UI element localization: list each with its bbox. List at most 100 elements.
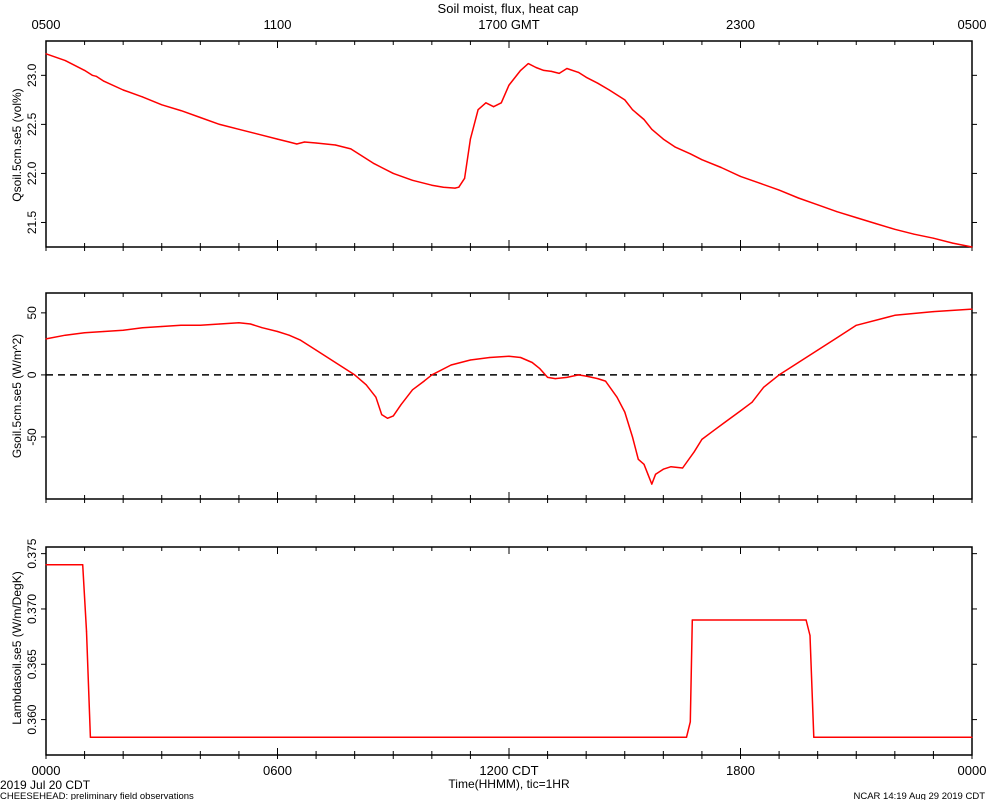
data-point — [585, 76, 587, 78]
data-point — [932, 237, 935, 239]
data-point — [894, 228, 896, 230]
data-point — [689, 721, 691, 723]
data-point — [161, 325, 163, 328]
y-tick-label: 0.375 — [25, 538, 39, 568]
data-point — [724, 421, 726, 423]
data-point — [597, 82, 599, 84]
data-point — [637, 458, 639, 460]
data-point — [392, 415, 394, 417]
data-point — [643, 463, 645, 465]
data-point — [655, 473, 657, 475]
data-point — [932, 311, 935, 313]
data-point — [45, 564, 47, 566]
data-point — [566, 67, 568, 70]
panel-soil-moisture: 21.5 22.0 22.5 23.0 — [25, 40, 977, 251]
data-point — [693, 451, 695, 453]
data-point — [585, 375, 587, 377]
data-point — [300, 339, 302, 341]
data-point — [763, 386, 765, 388]
data-point — [199, 116, 201, 119]
data-point — [577, 374, 580, 376]
date-label: 2019 Jul 20 CDT — [0, 778, 91, 792]
data-point — [122, 329, 124, 331]
data-point — [913, 233, 915, 235]
data-point — [357, 153, 360, 155]
data-point — [720, 166, 722, 169]
data-point — [180, 324, 182, 326]
data-point — [464, 177, 466, 179]
data-point — [411, 389, 414, 391]
chart-title: Soil moist, flux, heat cap — [438, 1, 579, 16]
data-point — [400, 404, 402, 406]
data-point — [809, 634, 811, 637]
cdt-tick-label: 1200 CDT — [479, 763, 538, 778]
data-point — [971, 308, 973, 310]
ylabel-soil-heat-flux: Gsoil.5cm.se5 (W/m^2) — [10, 334, 24, 458]
data-point — [817, 349, 819, 351]
data-point — [423, 380, 425, 382]
series-line — [45, 308, 973, 485]
data-point — [365, 384, 367, 386]
data-point — [817, 204, 819, 206]
data-point — [739, 175, 742, 177]
data-point — [238, 322, 240, 324]
data-point — [508, 84, 510, 86]
data-point — [315, 142, 317, 144]
data-point — [751, 401, 753, 403]
data-point — [691, 619, 693, 621]
cdt-tick-label: 0000 — [32, 763, 61, 778]
data-point — [303, 141, 306, 143]
data-point — [469, 138, 471, 140]
gmt-tick-label: 0500 — [32, 17, 61, 32]
data-point — [373, 163, 375, 165]
data-point — [651, 128, 653, 130]
data-point — [566, 376, 568, 378]
data-point — [45, 338, 47, 340]
data-point — [249, 323, 252, 325]
data-point — [662, 468, 664, 470]
data-point — [701, 438, 703, 440]
ylabel-thermal-conductivity: Lambdasoil.se5 (W/m/DegK) — [10, 571, 24, 724]
data-point — [971, 736, 973, 738]
data-point — [855, 324, 857, 326]
gmt-tick-label: 1100 — [264, 17, 292, 32]
data-point — [315, 349, 317, 351]
gmt-tick-label: 0500 — [958, 17, 987, 32]
data-point — [651, 483, 653, 485]
data-point — [334, 361, 336, 364]
data-point — [689, 153, 691, 155]
data-point — [431, 184, 433, 186]
data-point — [739, 410, 742, 412]
data-point — [577, 71, 580, 73]
data-point — [82, 564, 84, 566]
data-point — [431, 374, 433, 376]
x-axis-label: Time(HHMM), tic=1HR — [448, 777, 570, 791]
y-tick-label: 0.365 — [25, 649, 39, 679]
data-point — [442, 186, 444, 188]
data-point — [616, 396, 618, 398]
cdt-tick-label: 1800 — [726, 763, 755, 778]
data-point — [874, 222, 877, 225]
ylabel-soil-moisture: Qsoil.5cm.se5 (vol%) — [10, 88, 24, 201]
data-point — [531, 361, 533, 364]
data-point — [624, 99, 626, 101]
data-point — [836, 337, 838, 339]
data-point — [520, 69, 522, 71]
data-point — [535, 66, 537, 69]
gmt-tick-label: 2300 — [726, 17, 755, 32]
data-point — [547, 376, 549, 378]
data-point — [103, 80, 105, 82]
data-point — [543, 69, 545, 71]
data-point — [670, 466, 672, 468]
data-point — [493, 106, 495, 108]
data-point — [257, 133, 259, 135]
panel-thermal-conductivity: 0.360 0.365 0.370 0.375 — [25, 538, 977, 759]
cdt-tick-label: 0600 — [263, 763, 292, 778]
data-point — [122, 89, 124, 91]
data-point — [597, 378, 599, 380]
data-point — [45, 53, 47, 55]
data-point — [219, 123, 221, 125]
data-point — [350, 148, 352, 150]
y-tick-label: 50 — [25, 306, 39, 320]
